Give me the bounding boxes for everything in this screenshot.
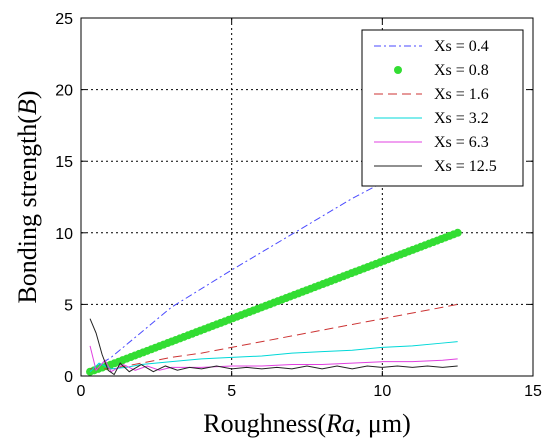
series-line-xs-12-5 [89, 318, 458, 376]
series-line-xs-6-3 [89, 345, 458, 373]
y-axis-label: Bonding strength(B) [13, 90, 42, 303]
x-axis-ticks: 0 5 10 15 [77, 18, 542, 400]
legend-label: Xs = 3.2 [434, 110, 489, 127]
legend: Xs = 0.4 Xs = 0.8 Xs = 1.6 Xs = 3.2 Xs = 6.3… [361, 29, 524, 187]
series-point [453, 228, 462, 237]
legend-label: Xs = 0.4 [434, 38, 489, 55]
legend-label: Xs = 12.5 [434, 158, 497, 175]
y-axis-ticks: 0 5 10 15 20 25 [55, 11, 533, 386]
y-tick-label: 10 [55, 226, 73, 243]
x-axis-label-suffix: , μm) [355, 409, 411, 438]
y-axis-label-prefix: Bonding strength( [13, 115, 42, 304]
legend-item: Xs = 12.5 [374, 158, 497, 175]
y-axis-label-suffix: ) [13, 90, 42, 99]
legend-item: Xs = 0.4 [374, 38, 489, 55]
legend-item: Xs = 1.6 [374, 86, 489, 103]
x-axis-label-prefix: Roughness( [203, 409, 326, 438]
y-tick-label: 5 [64, 297, 73, 314]
y-tick-label: 20 [55, 83, 73, 100]
y-tick-label: 25 [55, 11, 73, 28]
legend-label: Xs = 1.6 [434, 86, 489, 103]
y-tick-label: 15 [55, 154, 73, 171]
series-xs-0-8 [86, 228, 462, 376]
x-tick-label: 5 [227, 383, 236, 400]
x-tick-label: 0 [77, 383, 86, 400]
x-tick-label: 10 [373, 383, 391, 400]
legend-item: Xs = 0.8 [394, 62, 489, 79]
x-axis-label-italic: Ra [325, 409, 355, 438]
y-axis-label-italic: B [13, 99, 42, 115]
legend-item: Xs = 3.2 [374, 110, 489, 127]
legend-item: Xs = 6.3 [374, 134, 489, 151]
plot-frame [80, 17, 534, 377]
y-tick-label: 0 [64, 369, 73, 386]
legend-box [361, 29, 524, 187]
series-line-xs-1-6 [90, 303, 458, 370]
series-layer [86, 157, 462, 376]
x-tick-label: 15 [524, 383, 542, 400]
legend-label: Xs = 0.8 [434, 62, 489, 79]
x-axis-label: Roughness(Ra, μm) [203, 409, 411, 438]
legend-label: Xs = 6.3 [434, 134, 489, 151]
series-line-xs-3-2 [89, 341, 458, 373]
legend-swatch [394, 66, 402, 74]
